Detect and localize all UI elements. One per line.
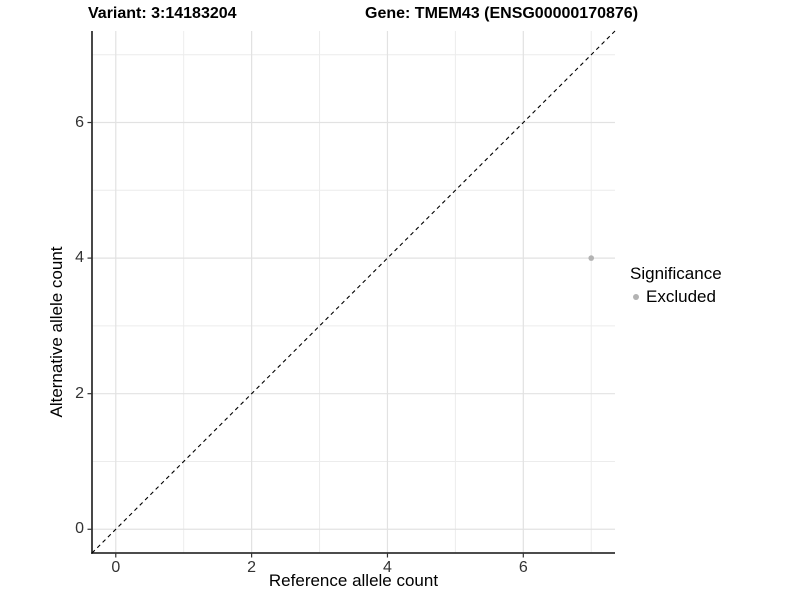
legend-dot-icon: [633, 294, 639, 300]
data-point: [588, 255, 595, 261]
x-axis-title: Reference allele count: [268, 571, 439, 590]
gene-title: Gene: TMEM43 (ENSG00000170876): [365, 5, 639, 22]
y-tick-label: 0: [75, 520, 84, 538]
y-tick-label: 2: [75, 384, 84, 402]
legend-title: Significance: [630, 264, 722, 283]
variant-title: Variant: 3:14183204: [88, 5, 237, 22]
y-tick-label: 6: [75, 113, 84, 131]
y-tick-label: 4: [75, 249, 84, 267]
legend-item-excluded: Excluded: [630, 287, 722, 307]
x-tick-label: 4: [383, 559, 392, 576]
identity-line: [91, 30, 616, 554]
x-tick-label: 0: [111, 559, 121, 576]
legend: Significance Excluded: [630, 264, 722, 307]
x-tick-label: 6: [518, 559, 528, 576]
legend-item-label: Excluded: [646, 287, 716, 306]
x-tick-label: 2: [247, 559, 257, 576]
